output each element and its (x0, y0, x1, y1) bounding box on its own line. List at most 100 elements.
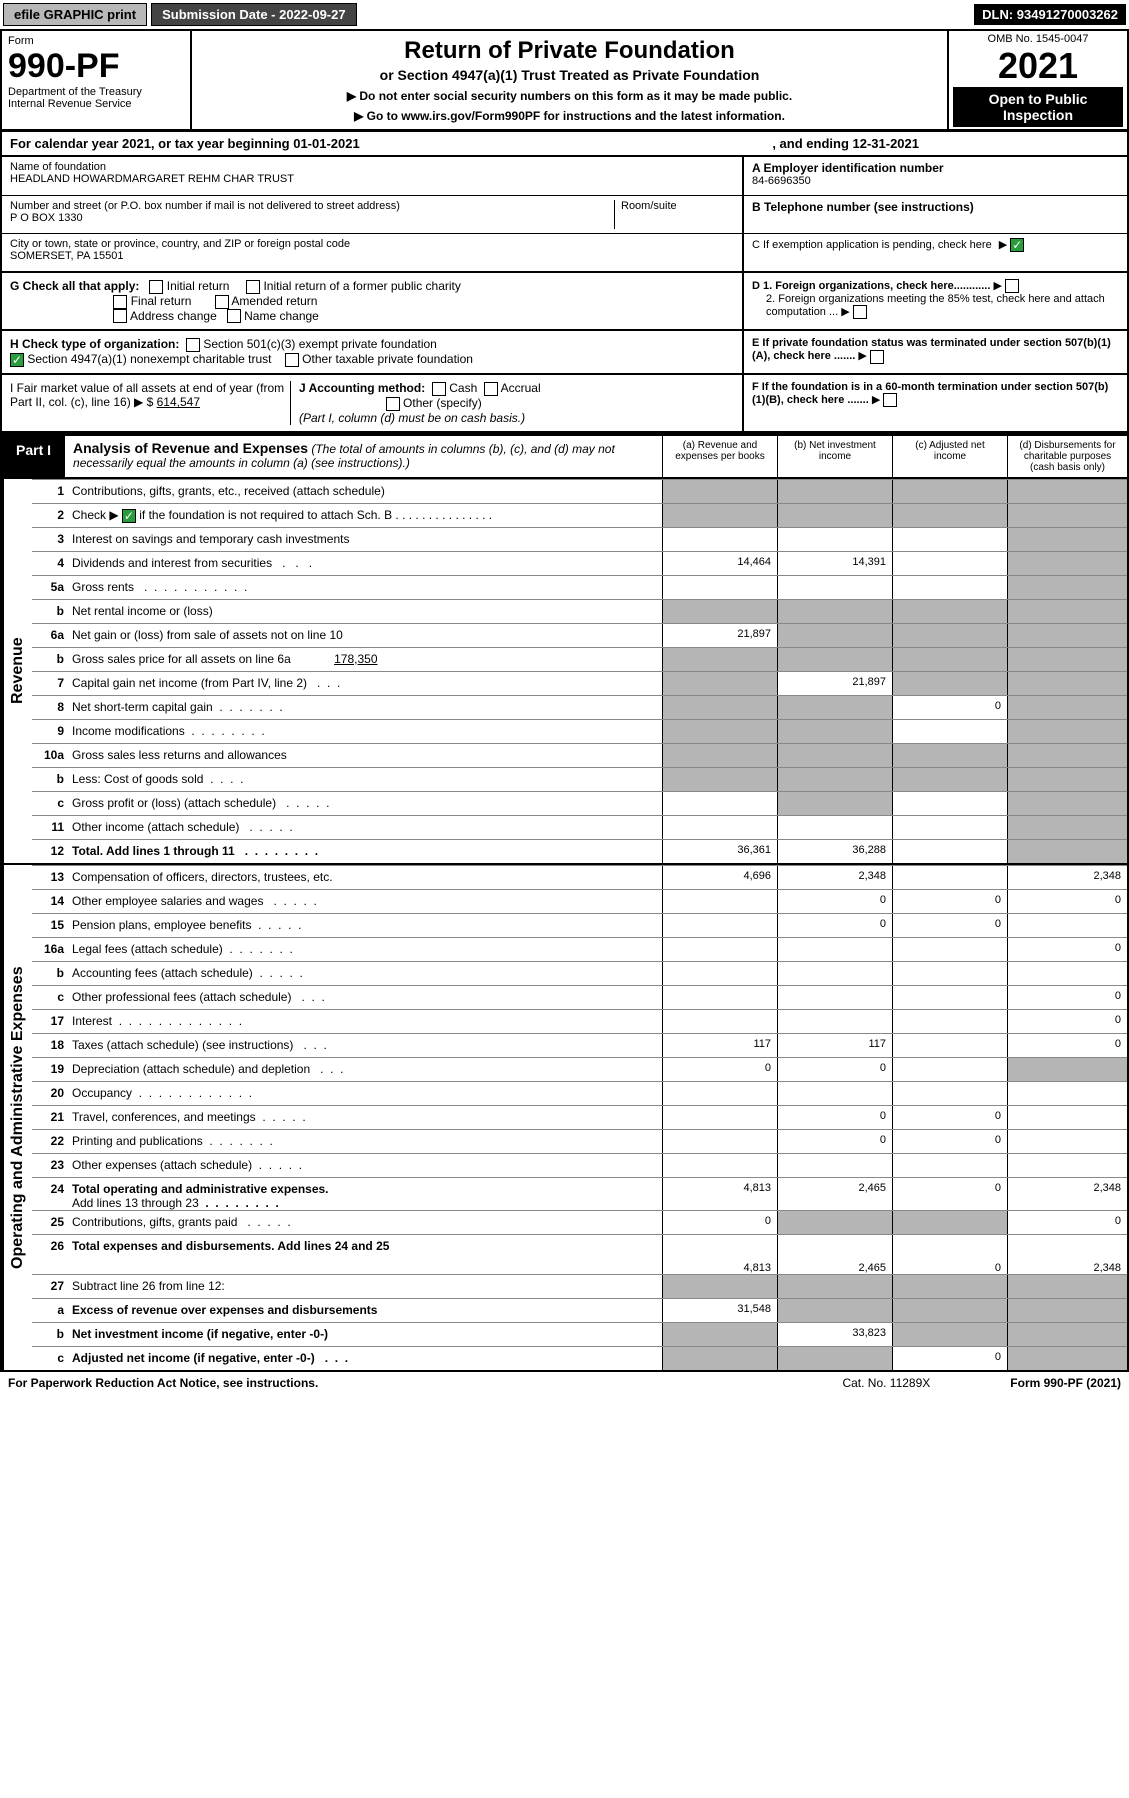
l24d: 2,348 (1007, 1178, 1127, 1210)
cal-end: , and ending 12-31-2021 (772, 136, 1119, 151)
d1: D 1. Foreign organizations, check here..… (752, 279, 1119, 293)
c-checkbox[interactable] (1010, 238, 1024, 252)
l26c: 0 (892, 1235, 1007, 1274)
line-27b: Net investment income (if negative, ente… (72, 1323, 662, 1346)
line-6b: Gross sales price for all assets on line… (72, 648, 662, 671)
dln: DLN: 93491270003262 (974, 4, 1126, 25)
ein-label: A Employer identification number (752, 161, 1119, 175)
line-26: Total expenses and disbursements. Add li… (72, 1235, 662, 1274)
col-d-header: (d) Disbursements for charitable purpose… (1007, 436, 1127, 477)
l13d: 2,348 (1007, 866, 1127, 889)
form-title-block: Return of Private Foundation or Section … (192, 31, 947, 129)
line-10c: Gross profit or (loss) (attach schedule)… (72, 792, 662, 815)
revenue-sidelabel: Revenue (2, 479, 32, 863)
calendar-year-row: For calendar year 2021, or tax year begi… (0, 132, 1129, 157)
l14b: 0 (777, 890, 892, 913)
l25a: 0 (662, 1211, 777, 1234)
l17d: 0 (1007, 1010, 1127, 1033)
h-other-checkbox[interactable] (285, 353, 299, 367)
city-label: City or town, state or province, country… (10, 238, 734, 250)
j-note: (Part I, column (d) must be on cash basi… (299, 411, 525, 425)
h-501c3-checkbox[interactable] (186, 338, 200, 352)
line-6a: Net gain or (loss) from sale of assets n… (72, 624, 662, 647)
topbar: efile GRAPHIC print Submission Date - 20… (0, 0, 1129, 29)
l12b: 36,288 (777, 840, 892, 863)
form-label: Form (8, 35, 184, 47)
line-27c: Adjusted net income (if negative, enter … (72, 1347, 662, 1370)
i-label: I Fair market value of all assets at end… (10, 381, 284, 409)
city-cell: City or town, state or province, country… (2, 233, 742, 271)
l15c: 0 (892, 914, 1007, 937)
line-25: Contributions, gifts, grants paid . . . … (72, 1211, 662, 1234)
g-initial-public-checkbox[interactable] (246, 280, 260, 294)
h-501c3: Section 501(c)(3) exempt private foundat… (203, 337, 436, 351)
ein-value: 84-6696350 (752, 175, 1119, 187)
d1-checkbox[interactable] (1005, 279, 1019, 293)
g-row: G Check all that apply: Initial return I… (0, 273, 1129, 331)
l18b: 117 (777, 1034, 892, 1057)
g-initial-checkbox[interactable] (149, 280, 163, 294)
line-14: Other employee salaries and wages . . . … (72, 890, 662, 913)
part1-title: Analysis of Revenue and Expenses (73, 440, 308, 456)
g-name-checkbox[interactable] (227, 309, 241, 323)
j-accrual-checkbox[interactable] (484, 382, 498, 396)
l19b: 0 (777, 1058, 892, 1081)
g-amended: Amended return (231, 294, 317, 308)
l18d: 0 (1007, 1034, 1127, 1057)
l26b: 2,465 (777, 1235, 892, 1274)
l26a: 4,813 (662, 1235, 777, 1274)
d2: 2. Foreign organizations meeting the 85%… (752, 293, 1119, 319)
l26d: 2,348 (1007, 1235, 1127, 1274)
j-label: J Accounting method: (299, 381, 425, 395)
f-checkbox[interactable] (883, 393, 897, 407)
form-number: 990-PF (8, 47, 184, 86)
h-4947: Section 4947(a)(1) nonexempt charitable … (27, 352, 271, 366)
line-7: Capital gain net income (from Part IV, l… (72, 672, 662, 695)
col-c-header: (c) Adjusted net income (892, 436, 1007, 477)
form-header: Form 990-PF Department of the Treasury I… (0, 29, 1129, 132)
line-27: Subtract line 26 from line 12: (72, 1275, 662, 1298)
l22b: 0 (777, 1130, 892, 1153)
addr-value: P O BOX 1330 (10, 212, 614, 224)
h-4947-checkbox[interactable] (10, 353, 24, 367)
h-row: H Check type of organization: Section 50… (0, 331, 1129, 375)
l7b: 21,897 (777, 672, 892, 695)
l14c: 0 (892, 890, 1007, 913)
l27bb: 33,823 (777, 1323, 892, 1346)
efile-print-button[interactable]: efile GRAPHIC print (3, 3, 147, 26)
cal-begin: For calendar year 2021, or tax year begi… (10, 136, 360, 151)
e-checkbox[interactable] (870, 350, 884, 364)
c-cell: C If exemption application is pending, c… (744, 233, 1127, 271)
schb-checkbox[interactable] (122, 509, 136, 523)
l24c: 0 (892, 1178, 1007, 1210)
bullet-1: ▶ Do not enter social security numbers o… (198, 89, 941, 103)
col-a-header: (a) Revenue and expenses per books (662, 436, 777, 477)
j-cash: Cash (449, 381, 477, 395)
line-24: Total operating and administrative expen… (72, 1178, 662, 1210)
g-address-checkbox[interactable] (113, 309, 127, 323)
d2-checkbox[interactable] (853, 305, 867, 319)
g-amended-checkbox[interactable] (215, 295, 229, 309)
phone-label: B Telephone number (see instructions) (752, 200, 1119, 214)
l27aa: 31,548 (662, 1299, 777, 1322)
line-9: Income modifications . . . . . . . . (72, 720, 662, 743)
l16cd: 0 (1007, 986, 1127, 1009)
expenses-sidelabel: Operating and Administrative Expenses (2, 865, 32, 1370)
name-value: HEADLAND HOWARDMARGARET REHM CHAR TRUST (10, 173, 734, 185)
l4a: 14,464 (662, 552, 777, 575)
l24a: 4,813 (662, 1178, 777, 1210)
l12a: 36,361 (662, 840, 777, 863)
j-cash-checkbox[interactable] (432, 382, 446, 396)
j-other-checkbox[interactable] (386, 397, 400, 411)
g-initial-public: Initial return of a former public charit… (263, 279, 460, 293)
h-label: H Check type of organization: (10, 337, 179, 351)
g-name: Name change (244, 309, 319, 323)
line-10b: Less: Cost of goods sold . . . . (72, 768, 662, 791)
g-address: Address change (130, 309, 217, 323)
g-final-checkbox[interactable] (113, 295, 127, 309)
line-1: Contributions, gifts, grants, etc., rece… (72, 480, 662, 503)
l14d: 0 (1007, 890, 1127, 913)
line-11: Other income (attach schedule) . . . . . (72, 816, 662, 839)
line-16a: Legal fees (attach schedule) . . . . . .… (72, 938, 662, 961)
line-5b: Net rental income or (loss) (72, 600, 662, 623)
